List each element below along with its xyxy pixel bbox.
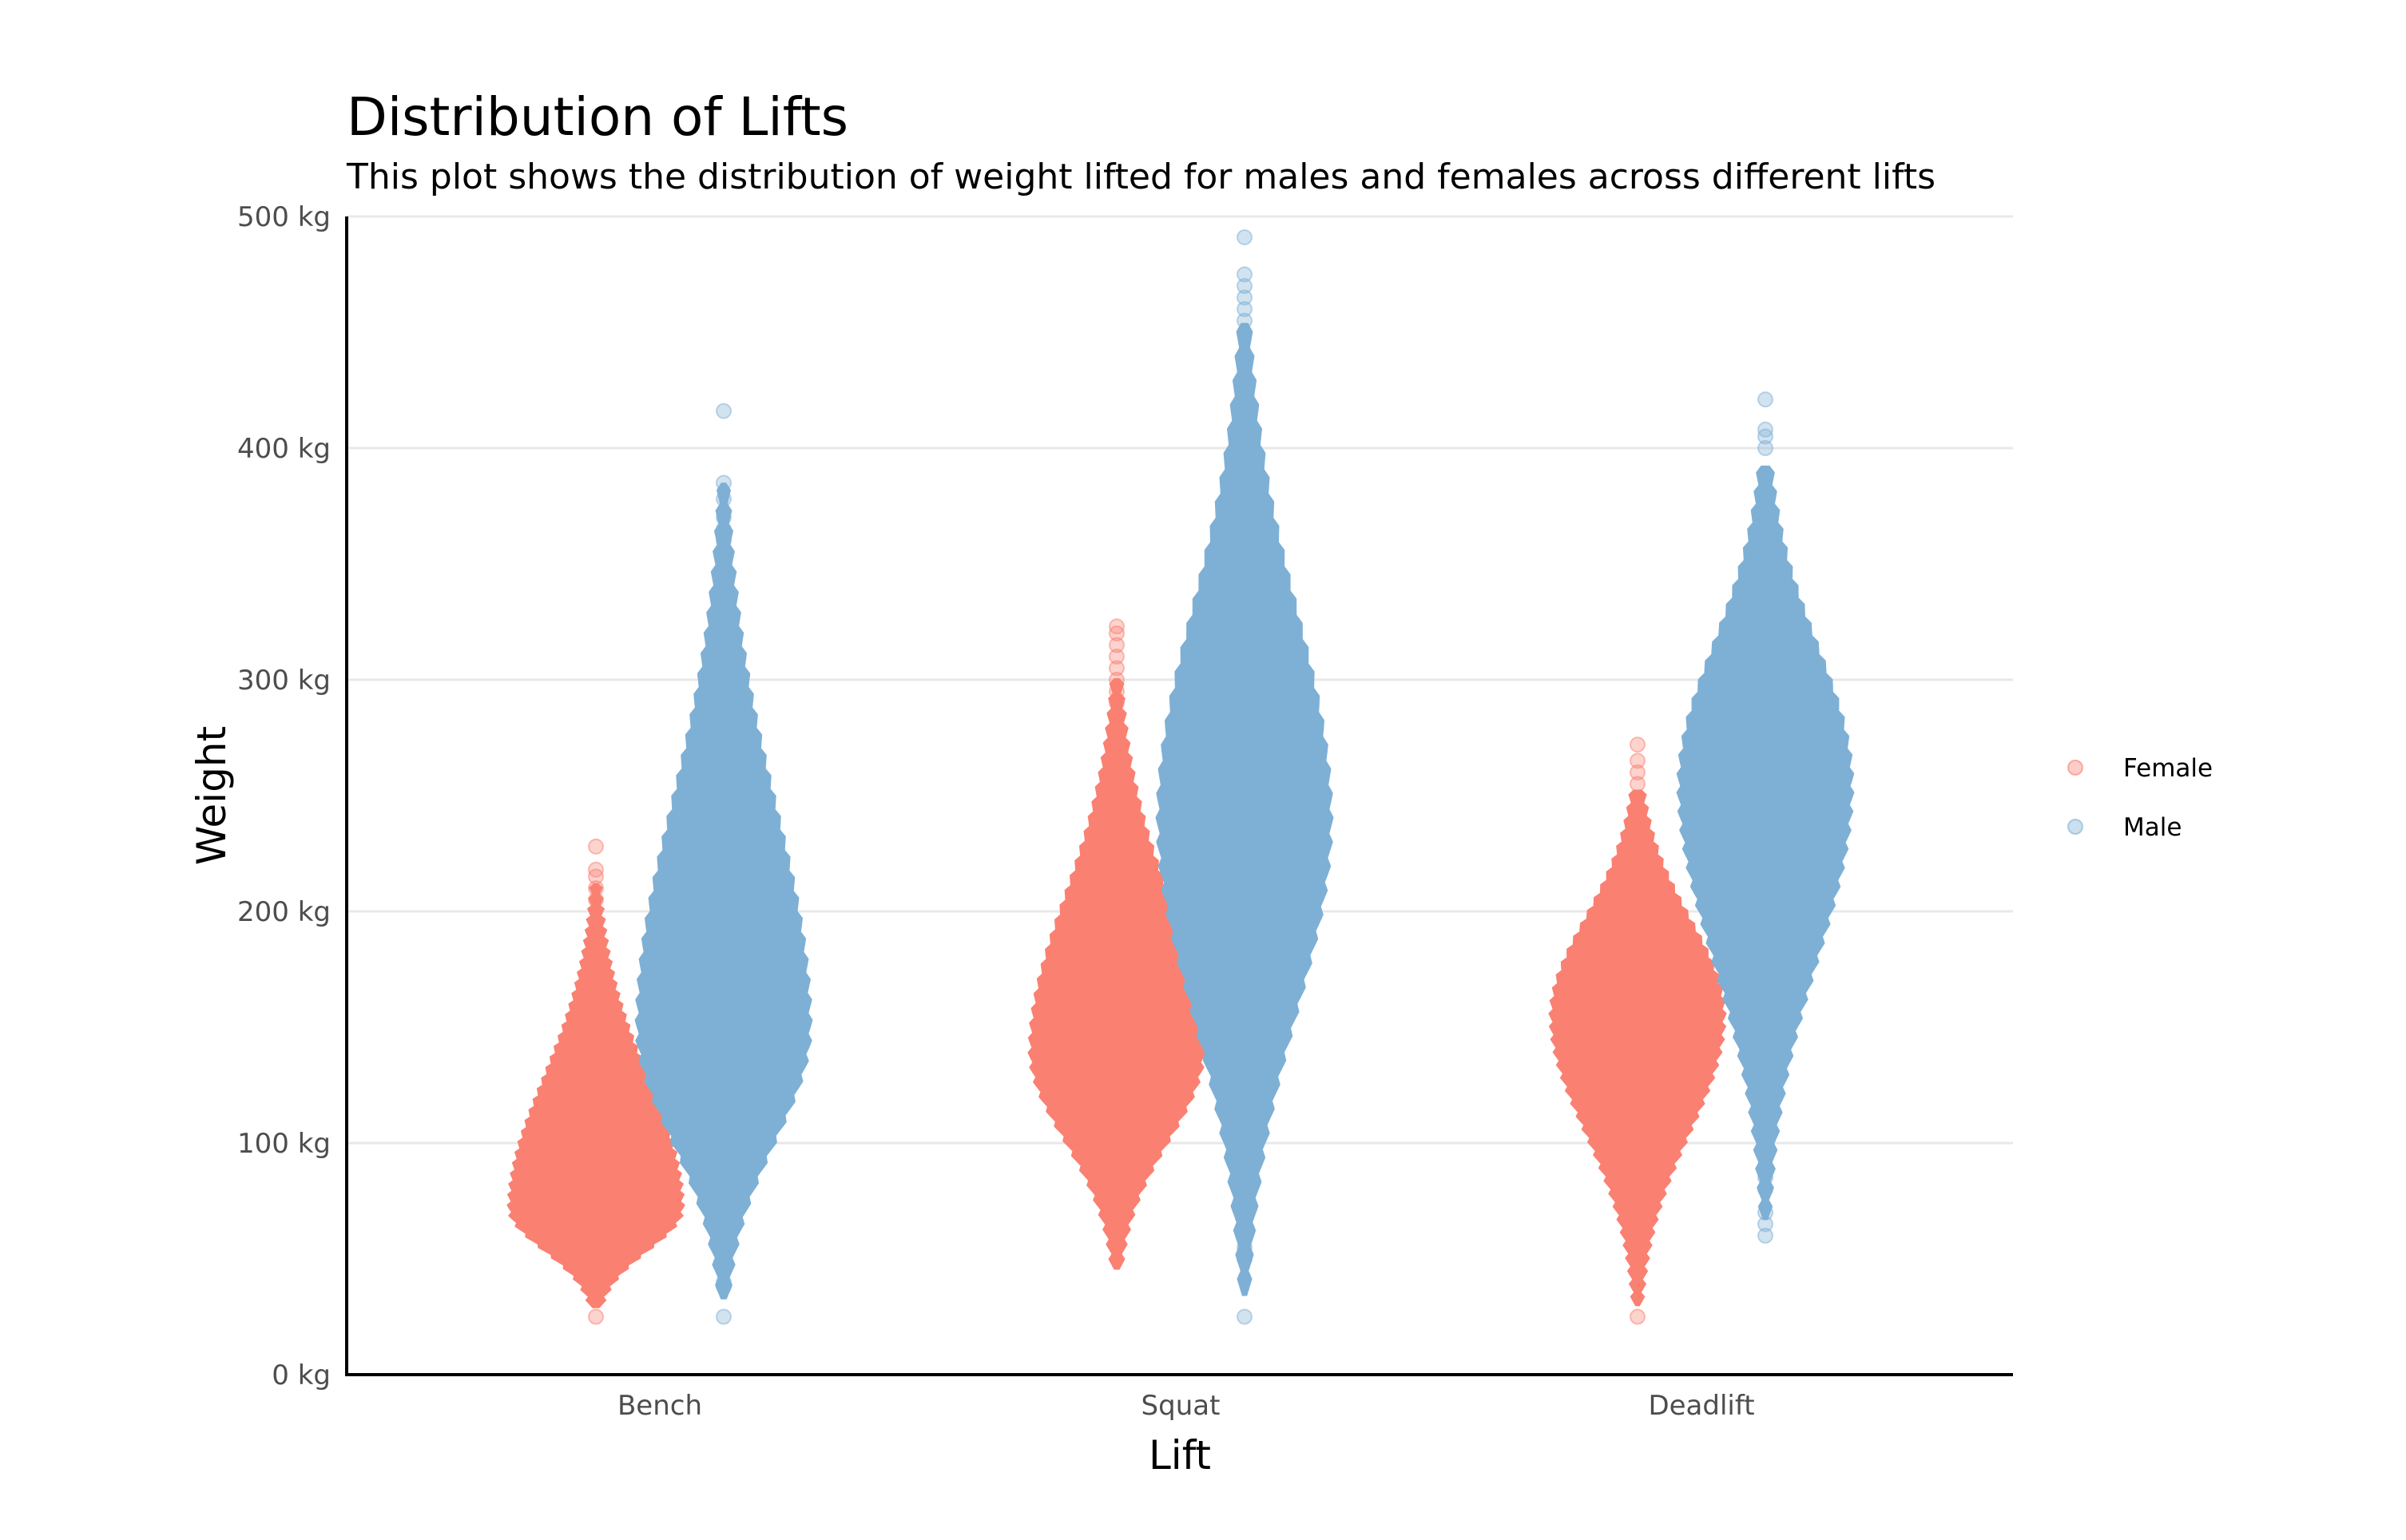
outlier-point (1237, 301, 1253, 317)
x-tick-label: Deadlift (1648, 1390, 1754, 1422)
outlier-point (1630, 1239, 1646, 1256)
outlier-point (716, 403, 732, 419)
outlier-point (1757, 1205, 1773, 1220)
outlier-point (1630, 776, 1646, 792)
x-axis-title: Lift (1149, 1432, 1211, 1478)
legend-label: Female (2123, 754, 2213, 783)
outlier-point (716, 474, 732, 491)
violin-male-deadlift (1676, 465, 1855, 1220)
outlier-point (1237, 1228, 1253, 1244)
y-tick-label: 500 kg (237, 201, 331, 233)
x-tick-labels: Bench Squat Deadlift (617, 1390, 1755, 1422)
outlier-point (1757, 1181, 1773, 1197)
outlier-point (1237, 289, 1253, 306)
outlier-point (1237, 1308, 1253, 1325)
legend: Female Male (2067, 754, 2213, 842)
chart-title: Distribution of Lifts (347, 86, 849, 148)
outlier-point (1757, 391, 1773, 408)
outlier-point (1630, 752, 1646, 769)
outlier-point (1109, 683, 1125, 700)
outlier-point (716, 490, 732, 507)
outlier-point (716, 1278, 732, 1295)
outlier-point (588, 880, 604, 896)
outlier-point (1630, 764, 1646, 780)
y-tick-label: 0 kg (272, 1359, 331, 1391)
violin-male-squat (1155, 323, 1334, 1296)
y-tick-label: 300 kg (237, 665, 331, 697)
outlier-point (1757, 1169, 1773, 1186)
outlier-point (716, 1308, 732, 1325)
outlier-point (716, 510, 732, 526)
legend-key-female (2067, 760, 2083, 776)
outlier-point (588, 838, 604, 855)
violin-layer (506, 323, 1855, 1308)
outlier-point (1630, 1251, 1646, 1267)
outlier-point (1630, 1228, 1646, 1244)
x-tick-label: Bench (617, 1390, 702, 1422)
outlier-point (1109, 618, 1125, 635)
y-tick-label: 200 kg (237, 896, 331, 928)
outlier-point (1630, 1216, 1646, 1232)
y-tick-label: 100 kg (237, 1128, 331, 1160)
legend-key-male (2067, 819, 2083, 835)
outlier-point (1109, 649, 1125, 665)
outlier-point (1757, 1158, 1773, 1174)
outlier-point (716, 521, 732, 538)
outlier-point (716, 533, 732, 549)
outlier-point (1109, 695, 1125, 711)
outlier-point (1757, 1216, 1773, 1232)
legend-label: Male (2123, 813, 2182, 842)
outlier-point (1757, 440, 1773, 456)
outlier-point (1237, 229, 1253, 246)
outlier-point (1757, 1228, 1773, 1244)
outlier-point (1237, 1251, 1253, 1267)
outlier-point (1109, 672, 1125, 688)
outlier-point (1237, 1239, 1253, 1256)
outlier-point (588, 1308, 604, 1325)
outlier-point (1109, 718, 1125, 734)
y-tick-labels: 0 kg 100 kg 200 kg 300 kg 400 kg 500 kg (237, 201, 331, 1391)
outlier-point (1237, 266, 1253, 283)
outlier-point (1237, 278, 1253, 294)
y-axis-title: Weight (189, 726, 235, 865)
outlier-layer (588, 229, 1773, 1325)
outlier-point (1630, 1308, 1646, 1325)
violin-female-squat (1027, 678, 1206, 1270)
outlier-point (1109, 637, 1125, 653)
outlier-point (588, 861, 604, 878)
outlier-point (1757, 421, 1773, 438)
violin-male-bench (634, 482, 813, 1300)
y-tick-label: 400 kg (237, 433, 331, 465)
outlier-point (716, 1274, 732, 1290)
x-tick-label: Squat (1141, 1390, 1221, 1422)
outlier-point (1630, 736, 1646, 753)
outlier-point (1237, 312, 1253, 329)
outlier-point (1757, 1135, 1773, 1151)
outlier-point (1757, 1146, 1773, 1163)
outlier-point (588, 891, 604, 908)
outlier-point (1109, 660, 1125, 677)
outlier-point (1109, 706, 1125, 723)
chart-subtitle: This plot shows the distribution of weig… (347, 157, 1936, 197)
